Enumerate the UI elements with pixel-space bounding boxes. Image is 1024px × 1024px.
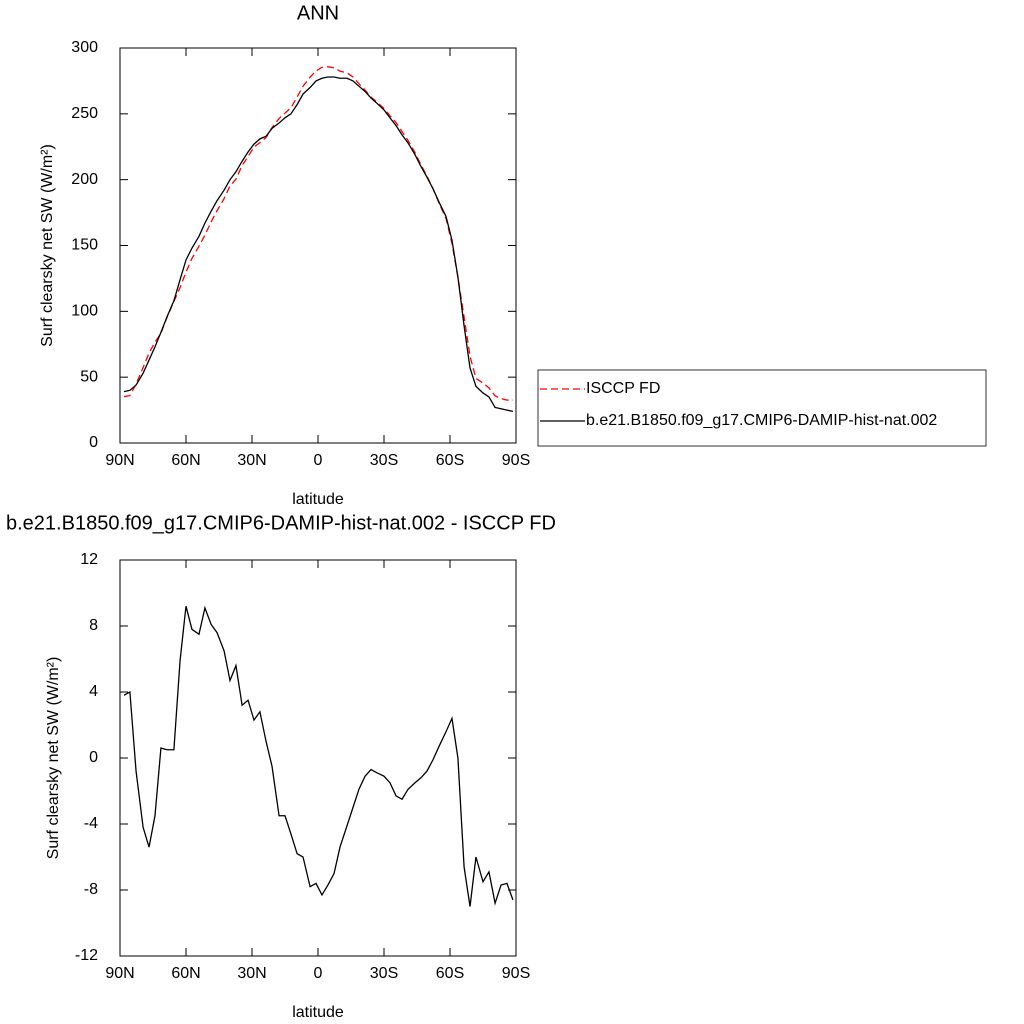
- legend-box: [537, 369, 987, 447]
- x-tick-label: 60S: [436, 965, 464, 982]
- y-tick-label: 200: [71, 171, 98, 188]
- x-axis-label: latitude: [292, 1004, 344, 1021]
- y-tick-label: -4: [84, 815, 98, 832]
- y-tick-label: -12: [75, 947, 98, 964]
- y-tick-label: -8: [84, 881, 98, 898]
- y-tick-label: 100: [71, 303, 98, 320]
- y-axis-label: Surf clearsky net SW (W/m²): [45, 657, 62, 860]
- x-tick-label: 30S: [370, 452, 398, 469]
- legend-label: b.e21.B1850.f09_g17.CMIP6-DAMIP-hist-nat…: [586, 412, 937, 429]
- x-axis-label: latitude: [292, 491, 344, 508]
- x-tick-label: 0: [314, 452, 323, 469]
- y-tick-label: 300: [71, 39, 98, 56]
- data-line: [123, 76, 514, 413]
- x-tick-label: 30S: [370, 965, 398, 982]
- x-tick-label: 60S: [436, 452, 464, 469]
- x-tick-label: 90S: [502, 965, 530, 982]
- x-tick-label: 60N: [171, 965, 200, 982]
- chart-title: b.e21.B1850.f09_g17.CMIP6-DAMIP-hist-nat…: [6, 512, 556, 534]
- y-tick-label: 50: [80, 368, 98, 385]
- x-tick-label: 0: [314, 965, 323, 982]
- y-axis-label: Surf clearsky net SW (W/m²): [39, 144, 56, 347]
- y-tick-label: 4: [89, 683, 98, 700]
- y-tick-label: 0: [89, 434, 98, 451]
- x-tick-label: 90N: [105, 452, 134, 469]
- x-tick-label: 30N: [237, 965, 266, 982]
- x-tick-label: 60N: [171, 452, 200, 469]
- y-tick-label: 8: [89, 617, 98, 634]
- data-line: [123, 66, 513, 401]
- legend-label: ISCCP FD: [586, 380, 660, 397]
- y-tick-label: 250: [71, 105, 98, 122]
- x-tick-label: 90S: [502, 452, 530, 469]
- x-tick-label: 90N: [105, 965, 134, 982]
- plot-frame: [119, 559, 517, 957]
- plot-frame: [119, 47, 517, 444]
- data-line: [123, 605, 514, 907]
- chart-title: ANN: [297, 2, 339, 24]
- x-tick-label: 30N: [237, 452, 266, 469]
- y-tick-label: 0: [89, 749, 98, 766]
- y-tick-label: 12: [80, 551, 98, 568]
- y-tick-label: 150: [71, 237, 98, 254]
